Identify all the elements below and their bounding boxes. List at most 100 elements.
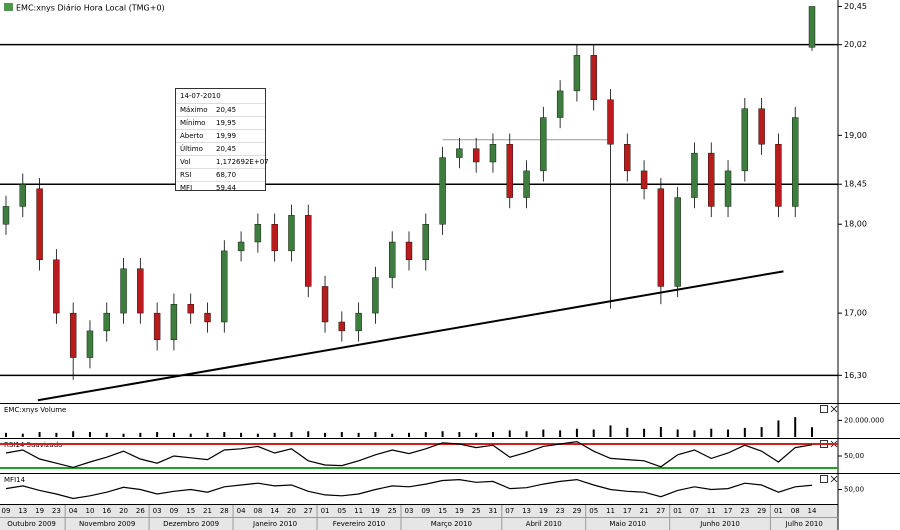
x-tick-label: 03 bbox=[405, 507, 414, 515]
x-tick-label: 26 bbox=[136, 507, 145, 515]
volume-bar bbox=[122, 433, 125, 437]
info-label: Máximo bbox=[180, 106, 208, 114]
y-tick-label: 18,00 bbox=[844, 220, 867, 229]
x-tick-label: 13 bbox=[18, 507, 27, 515]
candle-body bbox=[674, 197, 681, 287]
info-value: 19,95 bbox=[216, 119, 236, 127]
x-tick-label: 19 bbox=[371, 507, 380, 515]
candle-body bbox=[506, 144, 513, 198]
x-tick-label: 16 bbox=[102, 507, 111, 515]
volume-bar bbox=[441, 431, 444, 437]
volume-bar bbox=[575, 428, 578, 437]
candle-body bbox=[153, 312, 161, 340]
info-label: Último bbox=[180, 144, 203, 153]
x-tick-label: 15 bbox=[186, 507, 195, 515]
x-tick-label: 17 bbox=[724, 507, 733, 515]
candle-body bbox=[305, 215, 312, 287]
month-label: Novembro 2009 bbox=[79, 520, 135, 528]
candle-body bbox=[456, 148, 463, 158]
month-label: Outubro 2009 bbox=[7, 520, 56, 528]
info-box-frame bbox=[175, 88, 266, 191]
volume-bar bbox=[307, 431, 310, 437]
x-tick-label: 08 bbox=[253, 507, 262, 515]
candle-body bbox=[640, 170, 648, 189]
info-label: RSI bbox=[180, 171, 191, 179]
panel-title: EMC:xnys Volume bbox=[4, 406, 66, 414]
volume-bar bbox=[643, 428, 646, 437]
volume-bar bbox=[710, 428, 713, 437]
volume-bar bbox=[374, 432, 377, 437]
volume-bar bbox=[609, 425, 612, 437]
month-label: Junho 2010 bbox=[699, 520, 740, 528]
candle-body bbox=[271, 224, 278, 252]
candle-body bbox=[86, 330, 94, 358]
panel-title: MFI14 bbox=[4, 476, 26, 484]
x-tick-label: 17 bbox=[623, 507, 632, 515]
info-value: 68,70 bbox=[216, 171, 236, 179]
volume-bar bbox=[88, 432, 91, 437]
volume-bar bbox=[559, 430, 562, 437]
volume-bar bbox=[408, 432, 410, 437]
volume-bar bbox=[206, 432, 209, 437]
volume-bar bbox=[626, 427, 629, 437]
candle-body bbox=[472, 148, 480, 163]
volume-bar bbox=[424, 432, 427, 437]
x-tick-label: 10 bbox=[85, 507, 94, 515]
y-tick-label: 16,30 bbox=[844, 371, 867, 380]
x-tick-label: 04 bbox=[237, 507, 246, 515]
candle-body bbox=[624, 144, 631, 172]
volume-bar bbox=[105, 432, 108, 437]
y-tick-label: 20.000.000 bbox=[844, 416, 884, 424]
x-tick-label: 25 bbox=[388, 507, 397, 515]
volume-bar bbox=[743, 427, 746, 437]
month-label: Janeiro 2010 bbox=[252, 520, 297, 528]
x-tick-label: 01 bbox=[673, 507, 682, 515]
volume-bar bbox=[727, 429, 730, 437]
maximize-button[interactable] bbox=[820, 475, 828, 483]
x-tick-label: 01 bbox=[774, 507, 783, 515]
x-tick-label: 19 bbox=[35, 507, 44, 515]
info-date: 14-07-2010 bbox=[180, 92, 221, 100]
maximize-button[interactable] bbox=[820, 405, 828, 413]
candle-body bbox=[36, 188, 43, 260]
candle-body bbox=[792, 117, 799, 207]
volume-bar bbox=[38, 432, 41, 437]
candle-body bbox=[708, 152, 715, 207]
volume-bar bbox=[357, 432, 360, 437]
x-tick-label: 07 bbox=[690, 507, 699, 515]
info-label: Vol bbox=[180, 158, 191, 166]
candle-body bbox=[53, 259, 60, 314]
month-label: Março 2010 bbox=[431, 520, 472, 528]
x-tick-label: 09 bbox=[421, 507, 430, 515]
month-label: Abril 2010 bbox=[526, 520, 562, 528]
y-tick-label: 19,00 bbox=[844, 131, 867, 140]
candle-body bbox=[556, 90, 564, 118]
x-tick-label: 31 bbox=[488, 507, 497, 515]
x-tick-label: 09 bbox=[169, 507, 178, 515]
x-tick-label: 07 bbox=[505, 507, 514, 515]
x-tick-label: 09 bbox=[2, 507, 11, 515]
volume-bar bbox=[189, 433, 192, 437]
candle-body bbox=[691, 152, 698, 198]
month-label: Maio 2010 bbox=[609, 520, 646, 528]
x-tick-label: 21 bbox=[640, 507, 649, 515]
x-tick-label: 08 bbox=[791, 507, 800, 515]
candle-body bbox=[489, 144, 497, 163]
x-tick-label: 05 bbox=[589, 507, 598, 515]
volume-bar bbox=[256, 433, 259, 437]
x-tick-label: 04 bbox=[69, 507, 78, 515]
info-value: 20,45 bbox=[216, 145, 236, 153]
y-tick-label: 50,00 bbox=[844, 486, 864, 494]
volume-bar bbox=[659, 427, 662, 437]
x-tick-label: 20 bbox=[119, 507, 128, 515]
x-tick-label: 27 bbox=[304, 507, 313, 515]
x-tick-label: 11 bbox=[354, 507, 363, 515]
panel-icon[interactable] bbox=[4, 3, 13, 11]
volume-bar bbox=[777, 420, 780, 437]
candle-body bbox=[540, 117, 547, 172]
volume-bar bbox=[676, 429, 679, 437]
volume-bar bbox=[475, 432, 478, 437]
x-tick-label: 03 bbox=[153, 507, 162, 515]
